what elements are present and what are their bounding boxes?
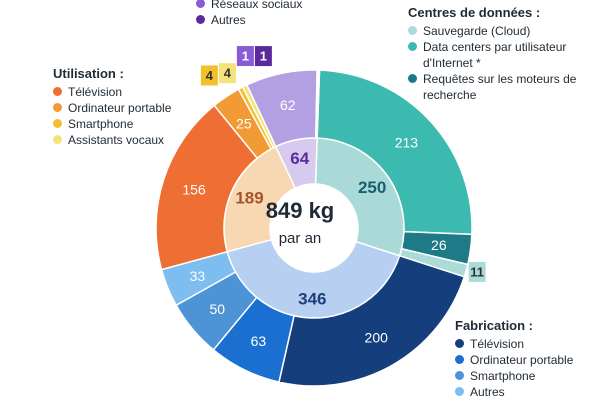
legend-dot	[408, 74, 417, 83]
value-box-label: 1	[260, 49, 267, 64]
legend-label: Smartphone	[68, 117, 134, 131]
legend-label: Ordinateur portable	[68, 101, 172, 115]
value-box-label: 1	[242, 49, 249, 64]
inner-slice-label: 346	[298, 289, 326, 308]
legend-utilisation: Utilisation : Télévision Ordinateur port…	[53, 66, 171, 148]
outer-slice-label: 63	[251, 333, 267, 349]
legend-title: Fabrication :	[455, 318, 534, 333]
legend-item: Smartphone	[455, 368, 573, 384]
value-box	[236, 46, 254, 67]
center-unit: par an	[278, 230, 322, 247]
value-box	[254, 46, 272, 67]
outer-slice-label: 156	[182, 181, 206, 197]
value-box-label: 4	[224, 66, 232, 81]
legend-item: Autres	[196, 12, 302, 28]
legend-title: Centres de données :	[408, 5, 541, 20]
legend-label: Réseaux sociaux	[211, 0, 303, 11]
legend-centres-de-donnees: Centres de données : Sauvegarde (Cloud) …	[408, 5, 593, 103]
legend-item: Smartphone	[53, 116, 171, 132]
legend-item: Sauvegarde (Cloud)	[408, 23, 593, 39]
legend-dot	[455, 355, 464, 364]
center-total: 849 kg	[265, 198, 335, 223]
legend-item: Réseaux sociaux	[196, 0, 302, 12]
legend-dot	[455, 387, 464, 396]
legend-label: Autres	[211, 13, 246, 27]
legend-dot	[455, 339, 464, 348]
legend-dot	[196, 0, 205, 8]
outer-slice-label: 25	[236, 115, 252, 131]
legend-dot	[53, 135, 62, 144]
legend-dot	[408, 42, 417, 51]
legend-dot	[53, 119, 62, 128]
outer-slice-label: 33	[190, 268, 206, 284]
legend-label: Ordinateur portable	[470, 353, 574, 367]
legend-item: Télévision	[53, 84, 171, 100]
legend-video-subcategories: Réseaux sociaux Autres	[196, 0, 302, 28]
outer-slice-label: 213	[395, 134, 419, 150]
legend-label: Data centers par utilisateur d'Internet …	[423, 40, 567, 70]
legend-label: Sauvegarde (Cloud)	[423, 24, 531, 38]
legend-label: Assistants vocaux	[68, 133, 165, 147]
legend-label: Requêtes sur les moteurs de recherche	[423, 72, 577, 102]
value-box	[468, 261, 486, 282]
outer-slice	[316, 69, 473, 236]
legend-title: Utilisation :	[53, 66, 124, 81]
legend-dot	[455, 371, 464, 380]
legend-label: Smartphone	[470, 369, 536, 383]
value-box-label: 11	[470, 264, 484, 279]
outer-slice-label: 26	[431, 237, 447, 253]
inner-slice-label: 189	[235, 189, 263, 208]
value-box	[218, 63, 236, 84]
value-box	[200, 65, 218, 86]
inner-slice-label: 64	[290, 149, 309, 168]
legend-dot	[53, 103, 62, 112]
outer-slice-label: 62	[280, 97, 296, 113]
outer-slice	[315, 69, 321, 139]
legend-item: Assistants vocaux	[53, 132, 171, 148]
legend-label: Télévision	[470, 337, 525, 351]
legend-item: Ordinateur portable	[455, 352, 573, 368]
legend-item: Ordinateur portable	[53, 100, 171, 116]
legend-item: Requêtes sur les moteurs de recherche	[408, 71, 593, 103]
inner-slice-label: 250	[358, 178, 386, 197]
legend-dot	[196, 15, 205, 24]
legend-item: Autres	[455, 384, 573, 400]
outer-slice-label: 200	[365, 330, 389, 346]
outer-slice	[278, 254, 466, 387]
legend-dot	[408, 26, 417, 35]
value-box-label: 4	[206, 68, 214, 83]
legend-item: Data centers par utilisateur d'Internet …	[408, 39, 593, 71]
legend-label: Télévision	[68, 85, 123, 99]
legend-fabrication: Fabrication : Télévision Ordinateur port…	[455, 318, 573, 400]
outer-slice-label: 50	[210, 301, 226, 317]
donut-hole	[271, 185, 357, 271]
legend-label: Autres	[470, 385, 505, 399]
legend-dot	[53, 87, 62, 96]
legend-item: Télévision	[455, 336, 573, 352]
